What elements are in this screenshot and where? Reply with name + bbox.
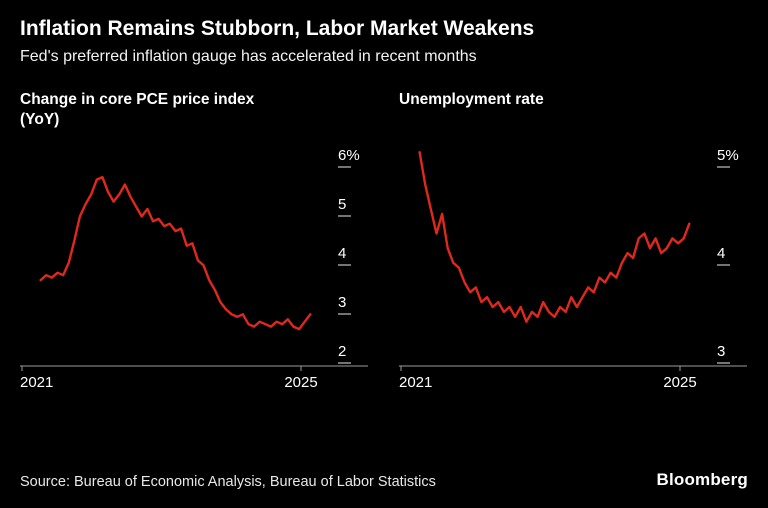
bloomberg-logo: Bloomberg bbox=[656, 470, 748, 489]
page-subtitle: Fed's preferred inflation gauge has acce… bbox=[20, 48, 477, 66]
y-tick-label: 5% bbox=[717, 147, 739, 164]
y-tick-label: 6% bbox=[338, 147, 360, 164]
pce-chart: 6% 5 4 3 2 2021 2025 bbox=[20, 147, 368, 391]
unemployment-chart: 5% 4 3 2021 2025 bbox=[399, 147, 747, 391]
charts-row: Change in core PCE price index (YoY) 6% 5… bbox=[20, 90, 748, 394]
x-tick-label: 2025 bbox=[663, 374, 696, 391]
header: Inflation Remains Stubborn, Labor Market… bbox=[20, 16, 748, 90]
y-tick-label: 5 bbox=[338, 196, 346, 213]
y-tick-label: 3 bbox=[338, 294, 346, 311]
pce-chart-title: Change in core PCE price index (YoY) bbox=[20, 91, 255, 128]
pce-chart-panel: Change in core PCE price index (YoY) 6% 5… bbox=[20, 90, 373, 394]
footer: Source: Bureau of Economic Analysis, Bur… bbox=[20, 470, 748, 490]
y-tick-label: 3 bbox=[717, 343, 725, 360]
y-tick-label: 4 bbox=[338, 245, 346, 262]
source-note: Source: Bureau of Economic Analysis, Bur… bbox=[20, 474, 436, 490]
x-tick-label: 2021 bbox=[399, 374, 432, 391]
y-tick-label: 2 bbox=[338, 343, 346, 360]
unemployment-chart-title: Unemployment rate bbox=[399, 91, 544, 109]
page-title: Inflation Remains Stubborn, Labor Market… bbox=[20, 17, 535, 40]
x-tick-label: 2021 bbox=[20, 374, 53, 391]
unemployment-chart-panel: Unemployment rate 5% 4 3 2021 2025 bbox=[399, 90, 752, 394]
y-tick-label: 4 bbox=[717, 245, 725, 262]
series-line bbox=[39, 176, 312, 331]
series-line bbox=[418, 151, 691, 324]
x-tick-label: 2025 bbox=[284, 374, 317, 391]
